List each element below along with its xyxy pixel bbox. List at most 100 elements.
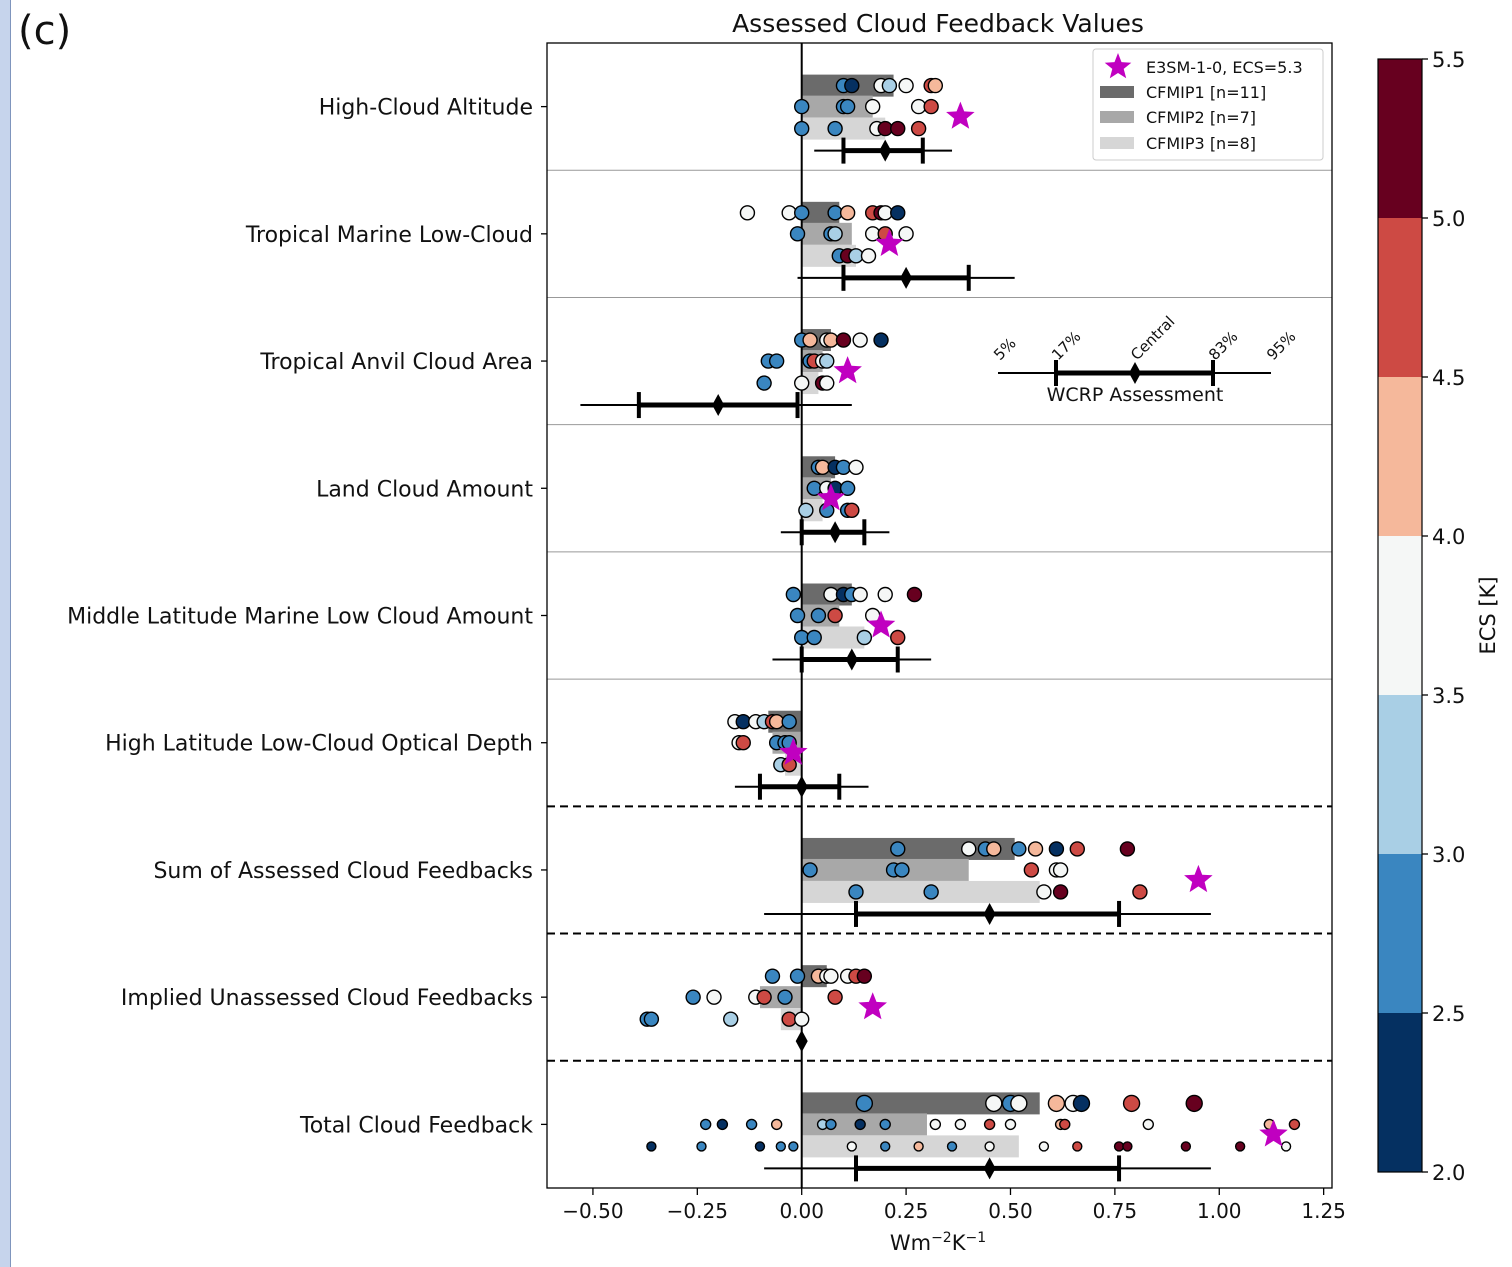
model-point [646,1141,657,1152]
frame-layer [546,42,1333,1189]
model-point [923,884,939,900]
model-point [1288,1118,1301,1131]
colorbar-tick-label: 4.5 [1432,366,1465,390]
panel-letter: (c) [18,8,72,54]
model-point [827,607,843,624]
colorbar-tick-label: 3.0 [1432,843,1465,867]
model-point [910,120,927,137]
stars-layer [779,101,1288,1147]
model-point [929,1118,942,1131]
model-point [756,375,772,391]
model-point [716,1118,729,1131]
model-point [1119,841,1136,857]
model-point [852,586,868,603]
model-point [699,1118,712,1131]
model-point [1069,841,1085,857]
model-point [794,375,810,391]
model-point [983,1118,996,1131]
model-point [890,120,906,137]
key-percentile-label: 95% [1263,328,1299,364]
category-label: Implied Unassessed Cloud Feedbacks [121,986,533,1011]
key-percentile-label: 17% [1048,328,1084,364]
chart-title: Assessed Cloud Feedback Values [732,9,1144,38]
bar-cfmip1 [801,837,1015,860]
model-point [873,332,889,348]
colorbar-tick-label: 4.0 [1432,525,1465,549]
model-point [739,205,756,221]
x-tick-label: 0.50 [988,1199,1033,1223]
bar-cfmip2 [801,858,969,881]
model-point [986,841,1002,857]
model-point [954,1118,967,1131]
legend-label: E3SM-1-0, ECS=5.3 [1146,58,1303,77]
x-tick-label: −0.50 [562,1199,623,1223]
key-percentile-label: 5% [990,334,1020,364]
model-point [844,502,860,518]
legend-box [1092,48,1324,161]
colorbar-bin [1378,695,1422,854]
model-point [854,1118,866,1131]
axes-layer: High-Cloud Altitude Tropical Marine Low-C… [67,96,1346,1223]
wcrp-central-diamond [845,648,858,671]
bar-cfmip3 [801,117,886,140]
model-point [802,332,818,348]
model-point [913,1141,924,1152]
model-point [788,1141,799,1152]
model-point [802,862,818,878]
model-point [723,1011,739,1027]
model-point [985,1094,1003,1113]
category-label: Land Cloud Amount [316,477,533,502]
model-point [984,1141,995,1152]
model-point [789,607,806,624]
model-point [880,1141,891,1152]
legend-star-marker [1104,53,1132,79]
model-point [794,1011,810,1027]
model-point [1011,841,1027,857]
model-point [827,226,843,242]
x-tick-label: 0.00 [779,1199,824,1223]
model-point [856,968,873,984]
model-point [1122,1141,1133,1152]
model-point [798,502,814,518]
model-point [1047,1094,1066,1113]
bar-cfmip3 [801,880,1040,903]
wcrp-central-diamond [795,1030,808,1053]
model-point [1004,1118,1017,1131]
colorbar-bin [1378,1013,1422,1172]
model-point [1072,1141,1083,1152]
wcrp-central-diamond [900,266,913,289]
model-point [1052,862,1069,878]
model-point [844,77,860,94]
colorbar-tick-label: 5.0 [1432,207,1465,231]
model-point [1052,884,1069,900]
key-percentile-label: 83% [1205,328,1241,364]
legend-label: CFMIP2 [n=7] [1146,108,1256,127]
model-point [1027,841,1044,857]
model-point [856,629,873,646]
category-label: Total Cloud Feedback [299,1113,533,1138]
model-point [827,120,843,137]
model-point [927,77,944,94]
window-edge-strip [0,0,11,1267]
model-point [835,332,852,348]
model-point [789,226,806,242]
model-point [745,1118,758,1131]
model-point [1113,1141,1125,1152]
e3sm-star [1259,1119,1288,1147]
model-point [706,989,722,1005]
model-point [1280,1141,1292,1152]
e3sm-star [875,228,904,256]
model-point [848,884,864,900]
model-point [685,989,701,1005]
legend-label: CFMIP3 [n=8] [1146,134,1256,153]
model-point [794,120,810,137]
e3sm-star [816,483,846,511]
key-central-diamond [1129,362,1141,384]
model-point [846,1141,858,1152]
legend: E3SM-1-0, ECS=5.3 CFMIP1 [n=11] CFMIP2 [n=… [1092,48,1324,161]
key-percentile-label: Central [1127,312,1178,363]
model-point [764,968,781,984]
model-point [855,1094,874,1113]
wcrp-central-diamond [879,139,892,162]
wcrp-central-diamond [712,394,725,417]
